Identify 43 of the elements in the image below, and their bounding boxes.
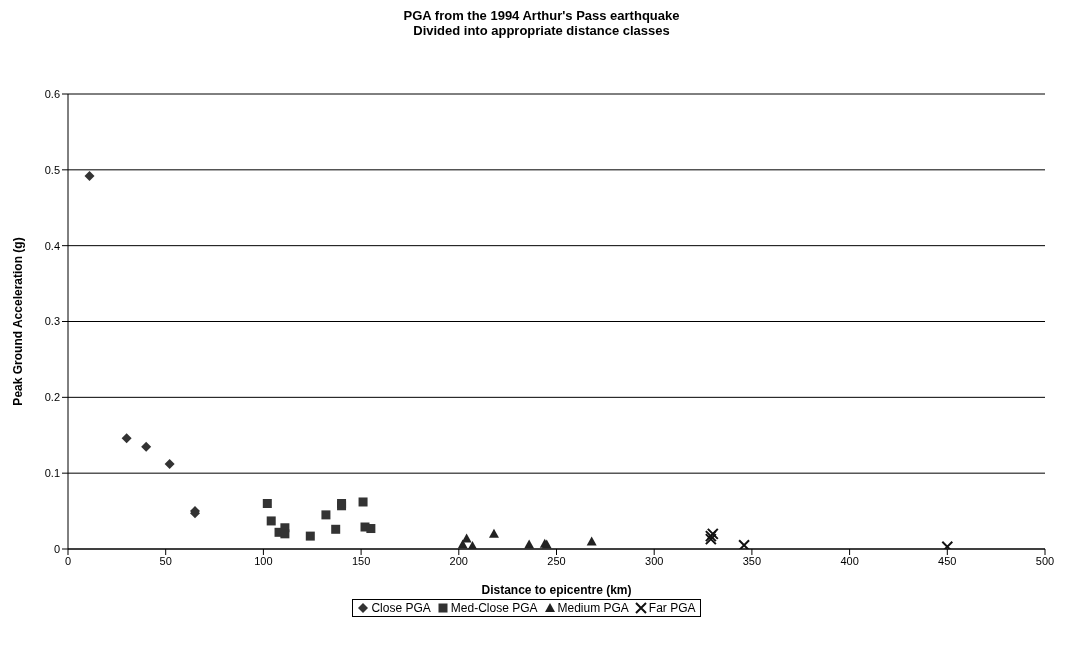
x-tick-label: 100 bbox=[254, 554, 273, 567]
point bbox=[331, 524, 341, 534]
y-axis-title: Peak Ground Acceleration (g) bbox=[11, 237, 26, 406]
x-tick-label: 400 bbox=[840, 554, 859, 567]
point bbox=[738, 539, 751, 549]
x-tick-label: 500 bbox=[1035, 554, 1055, 567]
x-tick-label: 150 bbox=[351, 554, 371, 567]
chart-title: PGA from the 1994 Arthur's Pass earthquake bbox=[402, 8, 681, 23]
point bbox=[586, 536, 597, 546]
x-axis-title: Distance to epicentre (km) bbox=[481, 583, 632, 597]
point bbox=[358, 497, 368, 507]
point bbox=[141, 441, 152, 452]
legend-label: Med-Close PGA bbox=[450, 601, 538, 615]
point bbox=[461, 533, 472, 543]
y-tick-label: 0.5 bbox=[44, 163, 60, 176]
x-tick-label: 0 bbox=[64, 554, 72, 567]
point bbox=[164, 459, 175, 470]
legend-label: Medium PGA bbox=[557, 601, 629, 615]
point bbox=[524, 539, 535, 549]
point bbox=[305, 531, 315, 541]
legend-label: Close PGA bbox=[371, 601, 431, 615]
legend-label: Far PGA bbox=[648, 601, 696, 615]
y-tick-label: 0 bbox=[53, 542, 60, 555]
x-tick-label: 250 bbox=[547, 554, 566, 567]
y-tick-label: 0.2 bbox=[44, 391, 60, 404]
y-tick-label: 0.1 bbox=[44, 467, 60, 480]
point bbox=[266, 516, 276, 526]
x-tick-label: 300 bbox=[645, 554, 664, 567]
chart-subtitle: Divided into appropriate distance classes bbox=[412, 23, 671, 38]
x-tick-label: 350 bbox=[742, 554, 762, 567]
y-tick-label: 0.6 bbox=[44, 87, 60, 100]
y-tick-label: 0.3 bbox=[44, 315, 60, 328]
point bbox=[488, 528, 499, 538]
point bbox=[84, 170, 95, 181]
y-tick-label: 0.4 bbox=[44, 239, 60, 252]
point bbox=[321, 510, 331, 520]
point bbox=[262, 499, 272, 508]
point bbox=[366, 524, 376, 534]
x-tick-label: 200 bbox=[449, 554, 468, 567]
x-tick-label: 450 bbox=[938, 554, 957, 567]
x-tick-label: 50 bbox=[159, 554, 172, 567]
point bbox=[121, 433, 132, 444]
point bbox=[467, 540, 478, 549]
